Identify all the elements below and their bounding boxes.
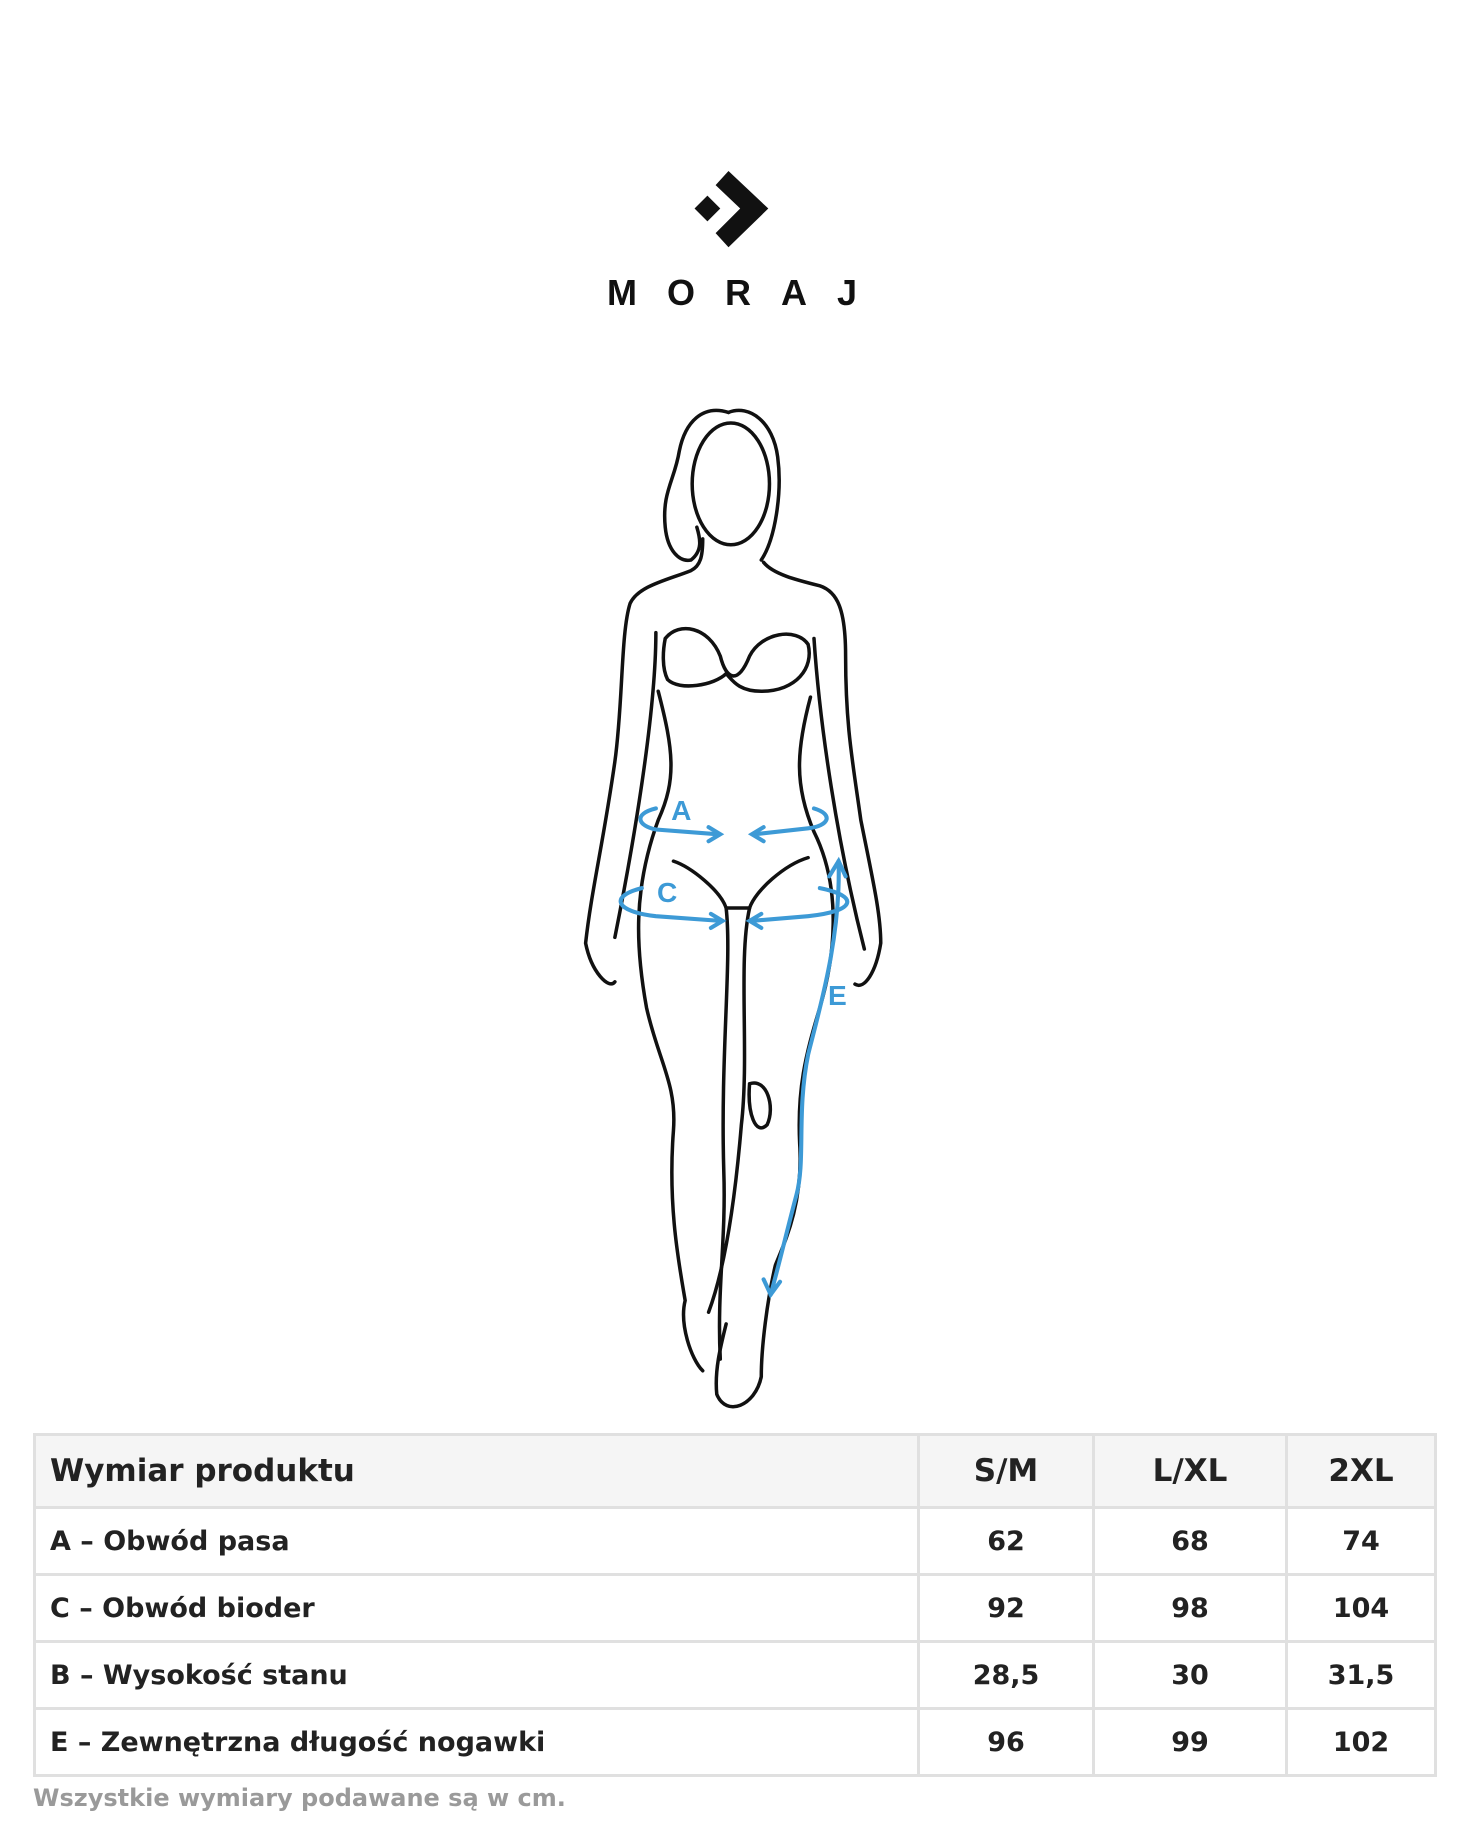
row-label: B – Wysokość stanu	[33, 1640, 920, 1710]
cell-value: 98	[1092, 1573, 1288, 1643]
header-size-sm: S/M	[917, 1433, 1095, 1509]
illustration: A C E	[583, 171, 883, 1409]
row-label: E – Zewnętrzna długość nogawki	[33, 1707, 920, 1777]
marker-label-e: E	[828, 980, 847, 1011]
cell-value: 104	[1285, 1573, 1437, 1643]
cell-value: 99	[1092, 1707, 1288, 1777]
cell-value: 92	[917, 1573, 1095, 1643]
brand-logo-icon	[694, 171, 769, 248]
header-size-2xl: 2XL	[1285, 1433, 1437, 1509]
table-row: A – Obwód pasa 62 68 74	[33, 1506, 1437, 1576]
table-row: C – Obwód bioder 92 98 104	[33, 1573, 1437, 1643]
cell-value: 30	[1092, 1640, 1288, 1710]
header-dimension: Wymiar produktu	[33, 1433, 920, 1509]
cell-value: 96	[917, 1707, 1095, 1777]
cell-value: 28,5	[917, 1640, 1095, 1710]
table-header-row: Wymiar produktu S/M L/XL 2XL	[33, 1433, 1437, 1509]
cell-value: 74	[1285, 1506, 1437, 1576]
units-note: Wszystkie wymiary podawane są w cm.	[33, 1784, 566, 1812]
marker-label-a: A	[671, 795, 691, 826]
measurement-markers	[618, 806, 850, 1299]
header-size-lxl: L/XL	[1092, 1433, 1288, 1509]
marker-label-c: C	[657, 877, 677, 908]
row-label: A – Obwód pasa	[33, 1506, 920, 1576]
cell-value: 31,5	[1285, 1640, 1437, 1710]
cell-value: 102	[1285, 1707, 1437, 1777]
brand-name: MORAJ	[606, 272, 887, 313]
row-label: C – Obwód bioder	[33, 1573, 920, 1643]
table-row: B – Wysokość stanu 28,5 30 31,5	[33, 1640, 1437, 1710]
cell-value: 68	[1092, 1506, 1288, 1576]
size-table: Wymiar produktu S/M L/XL 2XL A – Obwód p…	[33, 1433, 1437, 1777]
cell-value: 62	[917, 1506, 1095, 1576]
table-row: E – Zewnętrzna długość nogawki 96 99 102	[33, 1707, 1437, 1777]
